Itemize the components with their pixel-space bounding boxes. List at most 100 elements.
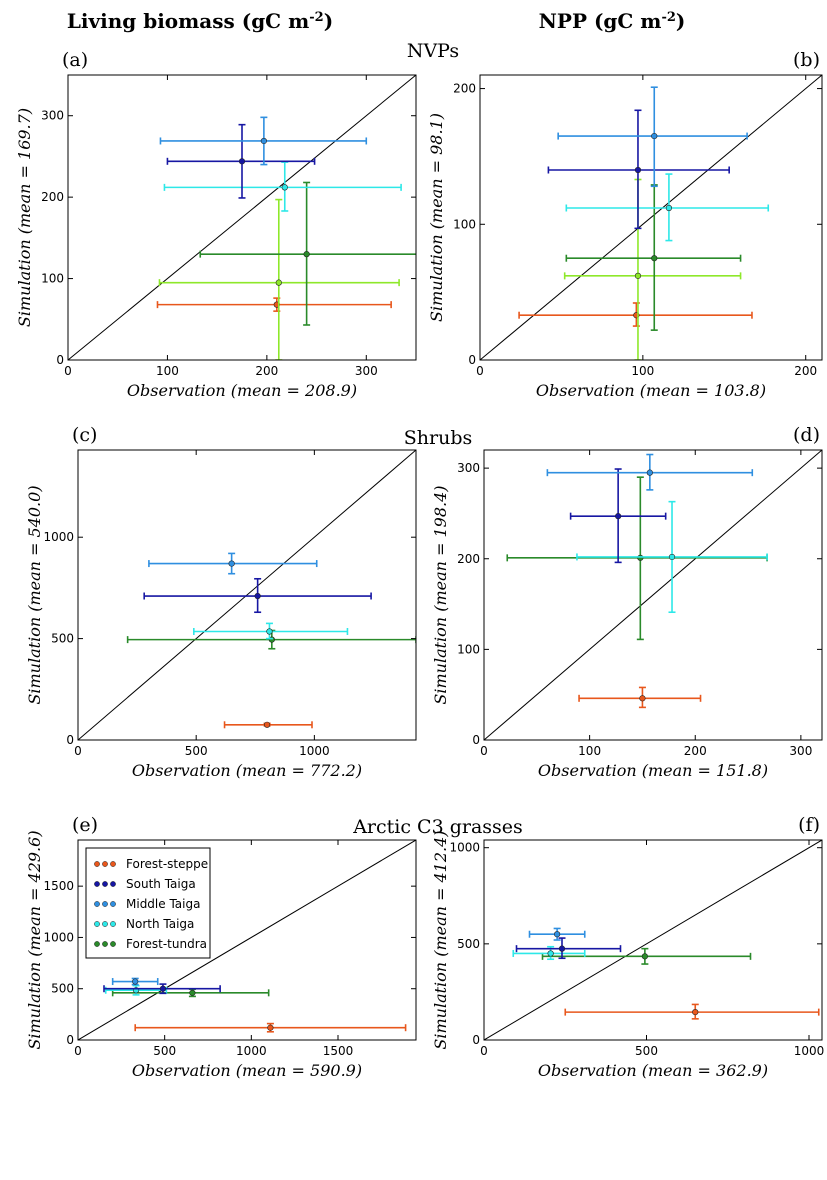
data-point-marker: [228, 560, 235, 567]
y-tick-label: 200: [453, 82, 476, 96]
legend-marker: [102, 861, 108, 867]
data-point-middle-taiga: [159, 116, 368, 166]
data-point-marker: [238, 158, 246, 165]
legend-entry-label: Forest-steppe: [126, 857, 208, 871]
row-title: NVPs: [407, 40, 459, 62]
x-tick-label: 100: [578, 744, 601, 758]
data-point-south-taiga: [547, 109, 730, 230]
row-title: Arctic C3 grasses: [352, 816, 523, 838]
data-point-marker: [646, 469, 653, 476]
data-point-marker: [641, 953, 648, 960]
column-header-1: Living biomass (gC m-2): [67, 9, 333, 33]
y-tick-label: 0: [66, 733, 74, 747]
x-tick-label: 1000: [236, 1044, 267, 1058]
plot-frame: [67, 74, 417, 361]
legend-marker: [102, 921, 108, 927]
y-axis-label: Simulation (mean = 198.4): [431, 485, 450, 704]
legend-marker: [110, 901, 116, 907]
y-tick-label: 100: [457, 642, 480, 656]
column-header-close: ): [676, 9, 685, 33]
plot-frame: [77, 449, 417, 741]
data-point-nvps-extra: [563, 178, 742, 360]
data-point-forest-steppe: [578, 686, 702, 709]
y-tick-label: 300: [457, 461, 480, 475]
x-tick-label: 100: [156, 364, 179, 378]
data-point-marker: [637, 554, 644, 561]
data-point-forest-tundra: [541, 947, 752, 965]
x-axis-label: Observation (mean = 103.8): [536, 381, 766, 400]
data-point-forest-steppe: [134, 1022, 407, 1033]
row-title: Shrubs: [404, 427, 473, 449]
x-tick-label: 500: [153, 1044, 176, 1058]
x-tick-label: 0: [480, 744, 488, 758]
data-point-marker: [558, 945, 566, 952]
panel-label: (f): [798, 814, 820, 836]
data-point-south-taiga: [143, 577, 372, 614]
x-tick-label: 0: [476, 364, 484, 378]
data-point-marker: [266, 628, 273, 635]
legend-marker: [102, 901, 108, 907]
y-tick-label: 0: [468, 353, 476, 367]
column-header-close: ): [324, 9, 333, 33]
data-point-north-taiga: [193, 622, 349, 640]
data-point-forest-steppe: [223, 721, 313, 729]
legend-marker: [102, 881, 108, 887]
data-point-forest-tundra: [506, 476, 768, 641]
legend-marker: [94, 941, 100, 947]
plot-frame: [483, 839, 823, 1041]
data-point-marker: [668, 553, 676, 561]
y-tick-label: 1500: [43, 879, 74, 893]
data-point-marker: [639, 695, 646, 702]
data-point-marker: [651, 255, 658, 262]
y-axis-label: Simulation (mean = 98.1): [427, 113, 446, 322]
data-point-marker: [281, 184, 288, 191]
x-tick-label: 1000: [794, 1044, 825, 1058]
y-tick-label: 500: [51, 982, 74, 996]
y-tick-label: 500: [51, 632, 74, 646]
data-point-south-taiga: [103, 983, 221, 995]
data-point-marker: [267, 1024, 274, 1031]
y-tick-label: 1000: [43, 530, 74, 544]
plot-frame: [483, 449, 823, 741]
y-axis-label: Simulation (mean = 169.7): [15, 108, 34, 327]
identity-line: [480, 75, 822, 360]
x-tick-label: 300: [355, 364, 378, 378]
data-point-middle-taiga: [557, 86, 748, 188]
data-point-middle-taiga: [528, 927, 586, 941]
y-tick-label: 0: [66, 1033, 74, 1047]
panel-b: 0 100 200 0 100 200 Observation (mean = 103.8)…: [427, 49, 823, 400]
data-point-forest-steppe: [156, 297, 392, 312]
legend-entry-label: Middle Taiga: [126, 897, 200, 911]
data-point-south-taiga: [515, 937, 622, 960]
identity-line: [78, 840, 416, 1040]
data-point-marker: [275, 279, 282, 286]
x-tick-label: 200: [684, 744, 707, 758]
data-point-marker: [692, 1009, 699, 1016]
column-header-text: Living biomass (gC m: [67, 9, 309, 33]
data-point-marker: [634, 166, 642, 174]
legend-entry-label: Forest-tundra: [126, 937, 207, 951]
column-header-text: NPP (gC m: [539, 9, 662, 33]
data-point-marker: [615, 513, 622, 520]
legend-marker: [94, 881, 100, 887]
data-point-forest-tundra: [565, 184, 742, 331]
data-point-marker: [263, 721, 271, 728]
legend-marker: [110, 921, 116, 927]
data-point-nvps-extra: [158, 198, 400, 360]
data-point-north-taiga: [512, 945, 586, 961]
column-header-superscript: -2: [661, 10, 675, 25]
plot-frame: [479, 74, 823, 361]
legend-marker: [110, 941, 116, 947]
y-tick-label: 100: [453, 217, 476, 231]
y-tick-label: 200: [457, 552, 480, 566]
y-tick-label: 100: [41, 272, 64, 286]
x-tick-label: 0: [74, 1044, 82, 1058]
legend-marker: [94, 861, 100, 867]
y-tick-label: 300: [41, 109, 64, 123]
panel-label: (a): [62, 49, 88, 71]
column-header-2: NPP (gC m-2): [539, 9, 686, 33]
identity-line: [484, 450, 822, 740]
identity-line: [68, 75, 416, 360]
x-axis-label: Observation (mean = 772.2): [132, 761, 362, 780]
